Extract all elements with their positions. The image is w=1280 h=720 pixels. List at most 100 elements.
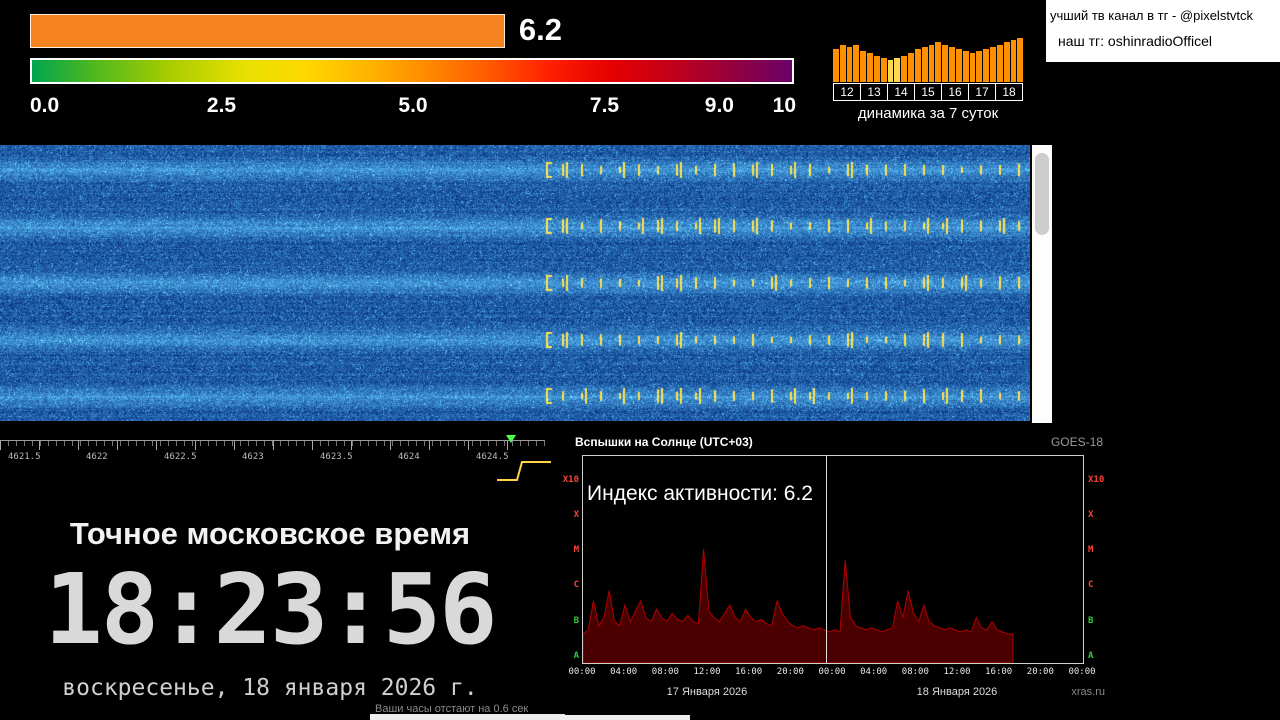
day-label-17: 17 Января 2026 (582, 686, 832, 698)
weekly-bar (901, 56, 907, 82)
frequency-label: 4622.5 (164, 452, 197, 462)
scrollbar-thumb[interactable] (1035, 153, 1049, 235)
weekly-bar (853, 45, 859, 82)
flux-class-label: M (1088, 545, 1093, 555)
time-tick-label: 00:00 (1068, 667, 1095, 677)
weekly-day-label: 13 (860, 83, 888, 101)
weekly-day-label: 15 (914, 83, 942, 101)
weekly-bar (847, 47, 853, 82)
time-tick-label: 00:00 (568, 667, 595, 677)
banner-channel-line: учший тв канал в тг - @pixelstvtck (1050, 8, 1280, 23)
time-tick-label: 08:00 (902, 667, 929, 677)
weekly-bar (915, 49, 921, 82)
frequency-ruler: 4621.5 4622 4622.5 4623 4623.5 4624 4624.5 (0, 440, 545, 472)
flux-class-label: X (574, 510, 579, 520)
solar-chart-title: Вспышки на Солнце (UTC+03) (575, 435, 753, 449)
time-tick-label: 20:00 (777, 667, 804, 677)
activity-gauge-fill (30, 14, 505, 48)
time-tick-label: 16:00 (985, 667, 1012, 677)
weekly-bar (935, 42, 941, 82)
frequency-label: 4624 (398, 452, 420, 462)
scrollbar-track[interactable] (1032, 145, 1052, 423)
weekly-day-label: 14 (887, 83, 915, 101)
clock-panel: 4621.5 4622 4622.5 4623 4623.5 4624 4624.5 Точ… (0, 430, 560, 720)
weekly-bars (833, 38, 1023, 82)
frequency-label: 4622 (86, 452, 108, 462)
gauge-tick-label: 10 (773, 94, 796, 118)
weekly-bar (942, 45, 948, 82)
activity-scale-gradient (30, 58, 794, 84)
xray-flux-path (583, 549, 1013, 663)
solar-y-axis-right: X10 X M C B A (1086, 455, 1114, 662)
clock-time: 18:23:56 (0, 561, 540, 658)
activity-index-overlay: Индекс активности: 6.2 (587, 482, 813, 506)
weekly-bar (860, 51, 866, 82)
weekly-bar (888, 60, 894, 82)
weekly-days: 12 13 14 15 16 17 18 (833, 83, 1023, 101)
frequency-label: 4621.5 (8, 452, 41, 462)
activity-gauge-track (30, 14, 796, 48)
weekly-day-label: 18 (995, 83, 1023, 101)
time-tick-label: 12:00 (943, 667, 970, 677)
time-tick-label: 04:00 (610, 667, 637, 677)
time-tick-label: 08:00 (652, 667, 679, 677)
solar-y-axis-left: X10 X M C B A (565, 455, 580, 662)
clock-date: воскресенье, 18 января 2026 г. (0, 675, 540, 701)
activity-gauge-panel: 6.2 0.0 2.5 5.0 7.5 9.0 10 (30, 12, 796, 140)
weekly-bar (983, 49, 989, 82)
time-tick-label: 00:00 (818, 667, 845, 677)
weekly-day-label: 17 (968, 83, 996, 101)
flux-class-label: X10 (563, 475, 579, 485)
xras-watermark: xras.ru (1071, 686, 1105, 698)
weekly-bar (1017, 38, 1023, 82)
flux-class-label: B (574, 616, 579, 626)
gauge-tick-label: 2.5 (207, 94, 236, 118)
solar-flare-panel: Вспышки на Солнце (UTC+03) GOES-18 Индек… (565, 430, 1115, 715)
weekly-bar (929, 45, 935, 82)
flux-class-label: X (1088, 510, 1093, 520)
flux-class-label: M (574, 545, 579, 555)
flux-class-label: X10 (1088, 475, 1104, 485)
weekly-title: динамика за 7 суток (833, 105, 1023, 122)
time-tick-label: 12:00 (693, 667, 720, 677)
gauge-tick-label: 5.0 (398, 94, 427, 118)
day-label-18: 18 Января 2026 (832, 686, 1082, 698)
weekly-bar (990, 47, 996, 82)
weekly-bar (840, 45, 846, 82)
frequency-marker-icon (506, 435, 516, 443)
satellite-label: GOES-18 (1051, 435, 1103, 449)
gauge-tick-label: 0.0 (30, 94, 59, 118)
telegram-banner: учший тв канал в тг - @pixelstvtck наш т… (1046, 0, 1280, 62)
time-tick-label: 04:00 (860, 667, 887, 677)
weekly-bar (963, 51, 969, 82)
frequency-label: 4623 (242, 452, 264, 462)
weekly-bar (867, 53, 873, 82)
gauge-tick-label: 9.0 (705, 94, 734, 118)
weekly-dynamics-chart: 12 13 14 15 16 17 18 динамика за 7 суток (833, 38, 1023, 122)
flux-class-label: C (1088, 580, 1093, 590)
weekly-bar (949, 47, 955, 82)
time-tick-label: 20:00 (1027, 667, 1054, 677)
weekly-bar (970, 53, 976, 82)
stream-screen: 6.2 0.0 2.5 5.0 7.5 9.0 10 12 13 14 15 16 17 18 дин… (0, 0, 1280, 720)
weekly-bar (956, 49, 962, 82)
time-tick-label: 16:00 (735, 667, 762, 677)
weekly-bar (881, 58, 887, 82)
flux-class-label: A (1088, 651, 1093, 661)
ruler-major-ticks (0, 441, 545, 450)
weekly-bar (997, 45, 1003, 82)
weekly-bar (908, 53, 914, 82)
flux-class-label: A (574, 651, 579, 661)
flux-class-label: B (1088, 616, 1093, 626)
signal-trace-icon (495, 458, 555, 484)
flux-class-label: C (574, 580, 579, 590)
day-divider-line (826, 456, 827, 663)
weekly-bar (922, 47, 928, 82)
banner-tg-line: наш тг: oshinradioOfficel (1050, 33, 1280, 49)
frequency-label: 4623.5 (320, 452, 353, 462)
spectrogram-canvas (0, 145, 1030, 421)
weekly-day-label: 16 (941, 83, 969, 101)
solar-chart-area: Индекс активности: 6.2 (582, 455, 1084, 664)
weekly-bar (1004, 42, 1010, 82)
gauge-scale: 0.0 2.5 5.0 7.5 9.0 10 (30, 94, 796, 120)
